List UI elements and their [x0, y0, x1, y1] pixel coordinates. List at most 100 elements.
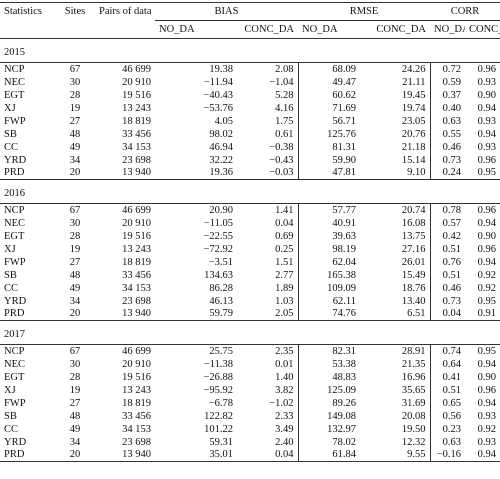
region-cell: FWP — [4, 397, 26, 409]
value-cell: 46 699 — [122, 63, 151, 75]
data-row: YRD 34 23 698 32.22 −0.43 59.90 15.14 0.73 0.96 — [0, 153, 500, 167]
value-cell: 0.40 — [429, 101, 465, 115]
value-cell: 20 910 — [122, 217, 151, 229]
value-cell: 34 153 — [122, 282, 151, 294]
value-cell: 34 — [69, 295, 81, 307]
value-cell: 27.16 — [401, 243, 426, 255]
value-cell: −11.05 — [203, 217, 233, 229]
value-cell: 0.55 — [429, 127, 465, 141]
value-cell: 0.92 — [477, 423, 496, 435]
value-cell: 13.40 — [401, 295, 426, 307]
data-row: FWP 27 18 819 −3.51 1.51 62.04 26.01 0.76 0.94 — [0, 255, 500, 269]
data-row: NCP 67 46 699 19.38 2.08 68.09 24.26 0.72 0.96 — [0, 62, 500, 76]
value-cell: 16.08 — [401, 217, 426, 229]
value-cell: 0.65 — [429, 396, 465, 410]
region-cell: FWP — [4, 256, 26, 268]
value-cell: 30 — [69, 358, 81, 370]
value-cell: 0.96 — [477, 384, 496, 396]
value-cell: 0.46 — [429, 140, 465, 154]
data-row: EGT 28 19 516 −40.43 5.28 60.62 19.45 0.37 0.90 — [0, 88, 500, 102]
value-cell: 13 243 — [122, 102, 151, 114]
value-cell: 23 698 — [122, 436, 151, 448]
data-row: CC 49 34 153 101.22 3.49 132.97 19.50 0.23 0.92 — [0, 422, 500, 436]
data-row: NCP 67 46 699 20.90 1.41 57.77 20.74 0.78 0.96 — [0, 203, 500, 217]
value-cell: 0.92 — [477, 269, 496, 281]
value-cell: 4.05 — [214, 115, 233, 127]
value-cell: 71.69 — [297, 101, 360, 115]
group-header: BIAS — [155, 2, 298, 21]
value-cell: 0.90 — [477, 230, 496, 242]
data-row: FWP 27 18 819 4.05 1.75 56.71 23.05 0.63 0.93 — [0, 114, 500, 128]
value-cell: 60.62 — [297, 88, 360, 102]
data-row: XJ 19 13 243 −72.92 0.25 98.19 27.16 0.51 0.96 — [0, 242, 500, 256]
value-cell: 0.95 — [477, 167, 496, 179]
region-cell: PRD — [4, 167, 25, 179]
region-cell: YRD — [4, 436, 27, 448]
region-cell: NCP — [4, 345, 25, 357]
value-cell: −0.03 — [269, 167, 294, 179]
region-cell: XJ — [4, 243, 16, 255]
value-cell: 23 698 — [122, 295, 151, 307]
value-cell: 0.94 — [477, 449, 496, 461]
region-cell: NEC — [4, 358, 25, 370]
value-cell: 48 — [69, 269, 81, 281]
value-cell: 35.01 — [209, 449, 233, 461]
value-cell: 0.42 — [429, 229, 465, 243]
value-cell: 32.22 — [209, 154, 233, 166]
value-cell: 13.75 — [401, 230, 426, 242]
value-cell: −6.78 — [208, 397, 233, 409]
year-row: 2015 — [0, 39, 500, 63]
value-cell: −0.43 — [269, 154, 294, 166]
value-cell: 82.31 — [297, 344, 360, 358]
statistics-table: Statistics Sites Pairs of data BIAS RMSE… — [0, 2, 500, 462]
value-cell: 19.38 — [209, 63, 233, 75]
value-cell: 0.64 — [429, 357, 465, 371]
value-cell: 67 — [69, 63, 81, 75]
value-cell: 0.69 — [275, 230, 294, 242]
data-row: FWP 27 18 819 −6.78 −1.02 89.26 31.69 0.65 0.94 — [0, 396, 500, 410]
region-cell: NEC — [4, 76, 25, 88]
value-cell: 0.24 — [429, 166, 465, 180]
region-cell: XJ — [4, 384, 16, 396]
value-cell: −53.76 — [203, 102, 233, 114]
value-cell: 19 516 — [122, 89, 151, 101]
value-cell: 13 243 — [122, 243, 151, 255]
value-cell: 13 243 — [122, 384, 151, 396]
value-cell: 56.71 — [297, 114, 360, 128]
value-cell: 0.41 — [429, 370, 465, 384]
value-cell: 46.13 — [209, 295, 233, 307]
value-cell: 0.90 — [477, 89, 496, 101]
value-cell: 67 — [69, 345, 81, 357]
region-cell: XJ — [4, 102, 16, 114]
value-cell: −26.88 — [203, 371, 233, 383]
value-cell: 24.26 — [401, 63, 426, 75]
value-cell: 21.11 — [402, 76, 426, 88]
value-cell: −0.38 — [269, 141, 294, 153]
value-cell: 13 940 — [122, 167, 151, 179]
value-cell: 2.40 — [275, 436, 294, 448]
value-cell: 57.77 — [297, 203, 360, 217]
column-header: Statistics — [4, 6, 42, 17]
value-cell: 101.22 — [204, 423, 233, 435]
region-cell: FWP — [4, 115, 26, 127]
region-cell: PRD — [4, 449, 25, 461]
value-cell: 0.90 — [477, 371, 496, 383]
value-cell: 21.35 — [401, 358, 426, 370]
value-cell: 49 — [69, 423, 81, 435]
value-cell: 46.94 — [209, 141, 233, 153]
value-cell: 165.38 — [297, 268, 360, 282]
value-cell: 59.31 — [209, 436, 233, 448]
column-header: Pairs of data — [99, 6, 152, 17]
value-cell: 46 699 — [122, 345, 151, 357]
region-cell: NEC — [4, 217, 25, 229]
region-cell: EGT — [4, 89, 25, 101]
data-row: NEC 30 20 910 −11.05 0.04 40.91 16.08 0.57 0.94 — [0, 216, 500, 230]
value-cell: 0.04 — [429, 307, 465, 321]
region-cell: CC — [4, 423, 19, 435]
value-cell: 0.01 — [275, 358, 294, 370]
value-cell: 19.45 — [401, 89, 426, 101]
data-row: NEC 30 20 910 −11.94 −1.04 49.47 21.11 0.59 0.93 — [0, 75, 500, 89]
data-row: PRD 20 13 940 19.36 −0.03 47.81 9.10 0.24 0.95 — [0, 166, 500, 180]
value-cell: 0.93 — [477, 115, 496, 127]
value-cell: 30 — [69, 76, 81, 88]
